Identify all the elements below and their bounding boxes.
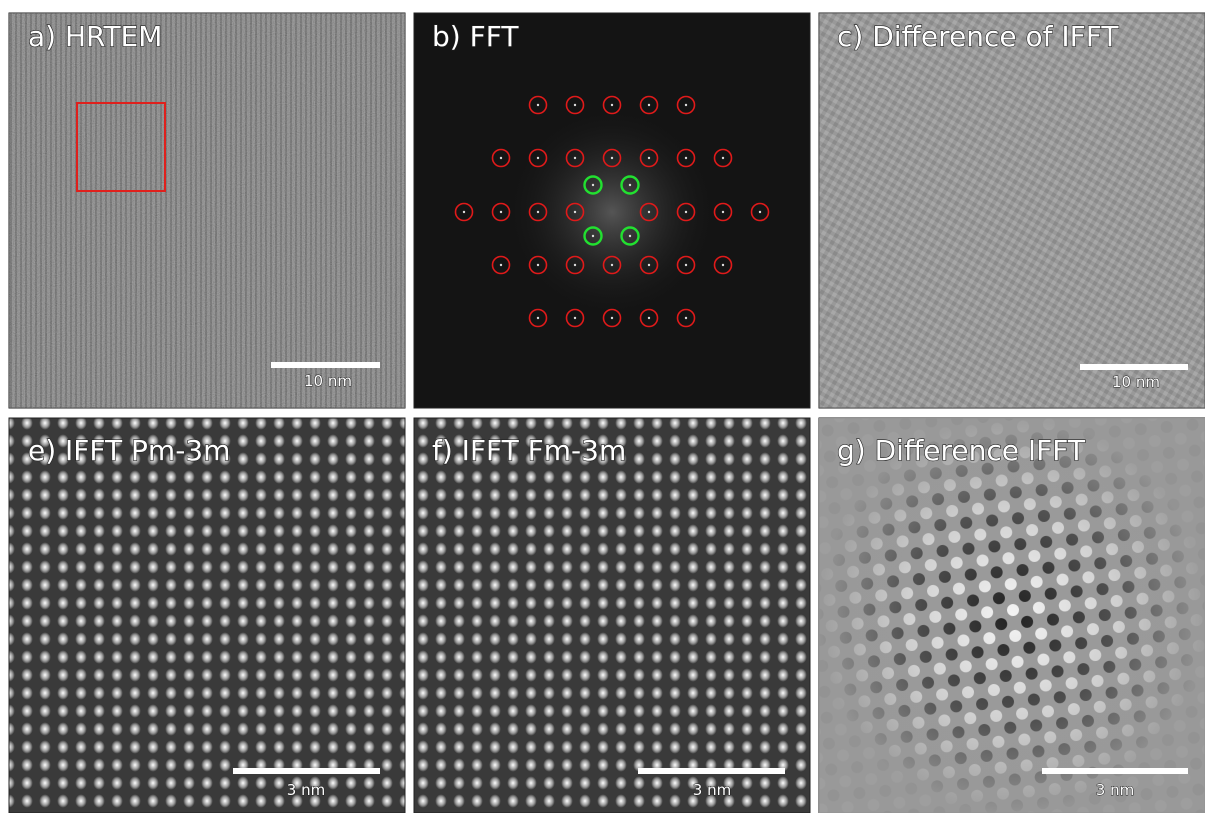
- fft-spot: [611, 157, 613, 159]
- panel-label: c) Difference of IFFT: [837, 20, 1119, 53]
- panel-ifft-pm3m: e) IFFT Pm-3m 3 nm: [9, 418, 405, 813]
- fft-spot: [685, 264, 687, 266]
- fft-spot: [574, 264, 576, 266]
- fft-spot: [685, 317, 687, 319]
- panel-fft: b) FFT: [414, 13, 810, 408]
- fft-spot: [592, 235, 594, 237]
- fft-spot: [500, 264, 502, 266]
- fft-spot: [722, 157, 724, 159]
- fft-spot: [463, 211, 465, 213]
- fft-spot: [648, 264, 650, 266]
- panel-ifft-fm3m: f) IFFT Fm-3m 3 nm: [414, 418, 810, 813]
- fft-spot: [648, 157, 650, 159]
- fft-spot: [537, 104, 539, 106]
- scale-bar: [233, 768, 380, 774]
- fft-spot: [592, 184, 594, 186]
- scale-bar: [638, 768, 785, 774]
- scale-bar-label: 3 nm: [287, 781, 325, 799]
- fft-spot: [500, 157, 502, 159]
- panel-label: b) FFT: [432, 20, 519, 53]
- fft-spot: [629, 184, 631, 186]
- fft-spot: [759, 211, 761, 213]
- fft-spot: [537, 264, 539, 266]
- fft-spot: [574, 104, 576, 106]
- fft-spot: [574, 317, 576, 319]
- fft-spot: [574, 211, 576, 213]
- panel-label: e) IFFT Pm-3m: [28, 434, 230, 467]
- fft-spot: [685, 104, 687, 106]
- panel-difference: c) Difference of IFFT 10 nm: [819, 13, 1205, 408]
- figure: a) HRTEM 10 nm b) FFT c) Difference of I…: [0, 0, 1205, 813]
- fft-spot: [648, 104, 650, 106]
- fft-spot: [611, 104, 613, 106]
- panel-label: f) IFFT Fm-3m: [432, 434, 626, 467]
- panel-label: a) HRTEM: [28, 20, 162, 53]
- fft-spot: [537, 157, 539, 159]
- fft-spot: [537, 317, 539, 319]
- fft-spot: [537, 211, 539, 213]
- fft-spot: [648, 211, 650, 213]
- fft-spot: [574, 157, 576, 159]
- fft-spot: [611, 317, 613, 319]
- panel-label: g) Difference IFFT: [837, 434, 1086, 467]
- scale-bar: [1080, 364, 1188, 370]
- fft-spot: [685, 211, 687, 213]
- scale-bar-label: 10 nm: [304, 372, 352, 390]
- scale-bar: [271, 362, 380, 368]
- fft-spot: [722, 264, 724, 266]
- scale-bar-label: 3 nm: [693, 781, 731, 799]
- scale-bar-label: 10 nm: [1112, 373, 1160, 391]
- fft-spot: [685, 157, 687, 159]
- fft-spot: [648, 317, 650, 319]
- scale-bar: [1042, 768, 1188, 774]
- fft-spot: [500, 211, 502, 213]
- scale-bar-label: 3 nm: [1096, 781, 1134, 799]
- panel-difference-ifft: g) Difference IFFT 3 nm: [819, 418, 1205, 813]
- fft-spot: [629, 235, 631, 237]
- panel-hrtem: a) HRTEM 10 nm: [9, 13, 405, 408]
- fft-spot: [722, 211, 724, 213]
- fft-spot: [611, 264, 613, 266]
